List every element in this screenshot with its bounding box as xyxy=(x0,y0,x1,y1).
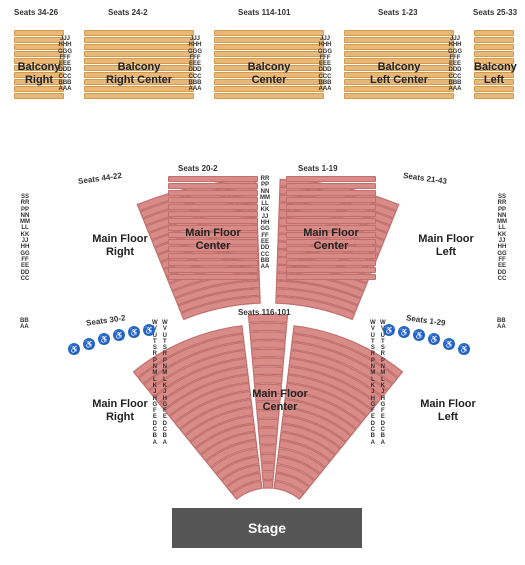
seat-range-label: Seats 25-33 xyxy=(473,8,517,17)
seat-range-label: Seats 116-101 xyxy=(238,308,291,317)
wheelchair-icon: ♿ xyxy=(68,343,80,355)
seat-range-label: Seats 30-2 xyxy=(86,313,126,327)
main-floor-center-upper-left[interactable] xyxy=(168,176,258,280)
row-labels: JJJ HHH GGG FFF EEE DDD CCC BBB AAA xyxy=(448,36,462,93)
row-labels: W V U T S R P N M L K J H G F E D C B A xyxy=(152,320,158,446)
row-labels: SS RR PP NN MM LL KK JJ HH GG FF EE DD C… xyxy=(497,194,507,282)
row-labels: JJJ HHH GGG FFF EEE DDD CCC BBB AAA xyxy=(318,36,332,93)
section-label: Main Floor Right xyxy=(80,398,160,424)
row-labels: JJJ HHH GGG FFF EEE DDD CCC BBB AAA xyxy=(58,36,72,93)
wheelchair-icon: ♿ xyxy=(98,333,110,345)
seat-range-label: Seats 1-19 xyxy=(298,164,338,173)
seat-range-label: Seats 1-29 xyxy=(406,313,446,327)
wheelchair-icon: ♿ xyxy=(383,324,395,336)
seat-range-label: Seats 24-2 xyxy=(108,8,148,17)
wheelchair-icon: ♿ xyxy=(113,329,125,341)
balcony-left[interactable] xyxy=(474,30,514,99)
row-labels: W V U T S R P N M L K J H G F E D C B A xyxy=(370,320,376,446)
balcony-right-center[interactable] xyxy=(84,30,194,99)
row-labels: BB AA xyxy=(497,318,506,331)
row-labels: W V U T S R P N M L K J H G F E D C B A xyxy=(162,320,168,446)
balcony-right[interactable] xyxy=(14,30,64,99)
row-labels: W V U T S R P N M L K J H G F E D C B A xyxy=(380,320,386,446)
seat-range-label: Seats 21-43 xyxy=(403,171,448,186)
row-labels: RR PP NN MM LL KK JJ HH GG FF EE DD CC B… xyxy=(260,176,270,270)
wheelchair-icon: ♿ xyxy=(128,326,140,338)
seating-chart: Seats 34-26 Seats 24-2 Seats 114-101 Seats … xyxy=(8,8,517,557)
section-label: Main Floor Right xyxy=(80,233,160,259)
row-labels: SS RR PP NN MM LL KK JJ HH GG FF EE DD C… xyxy=(20,194,30,282)
wheelchair-icon: ♿ xyxy=(143,324,155,336)
seat-range-label: Seats 20-2 xyxy=(178,164,218,173)
wheelchair-icon: ♿ xyxy=(398,326,410,338)
stage: Stage xyxy=(172,508,362,548)
wheelchair-icon: ♿ xyxy=(83,338,95,350)
seat-range-label: Seats 114-101 xyxy=(238,8,291,17)
section-label: Main Floor Left xyxy=(408,398,488,424)
wheelchair-icon: ♿ xyxy=(458,343,470,355)
balcony-center[interactable] xyxy=(214,30,324,99)
wheelchair-icon: ♿ xyxy=(428,333,440,345)
seat-range-label: Seats 44-22 xyxy=(78,171,123,186)
section-label: Main Floor Left xyxy=(406,233,486,259)
row-labels: BB AA xyxy=(20,318,29,331)
wheelchair-icon: ♿ xyxy=(413,329,425,341)
row-labels: JJJ HHH GGG FFF EEE DDD CCC BBB AAA xyxy=(188,36,202,93)
balcony-left-center[interactable] xyxy=(344,30,454,99)
seat-range-label: Seats 1-23 xyxy=(378,8,418,17)
main-floor-center-upper-right[interactable] xyxy=(286,176,376,280)
seat-range-label: Seats 34-26 xyxy=(14,8,58,17)
wheelchair-icon: ♿ xyxy=(443,338,455,350)
